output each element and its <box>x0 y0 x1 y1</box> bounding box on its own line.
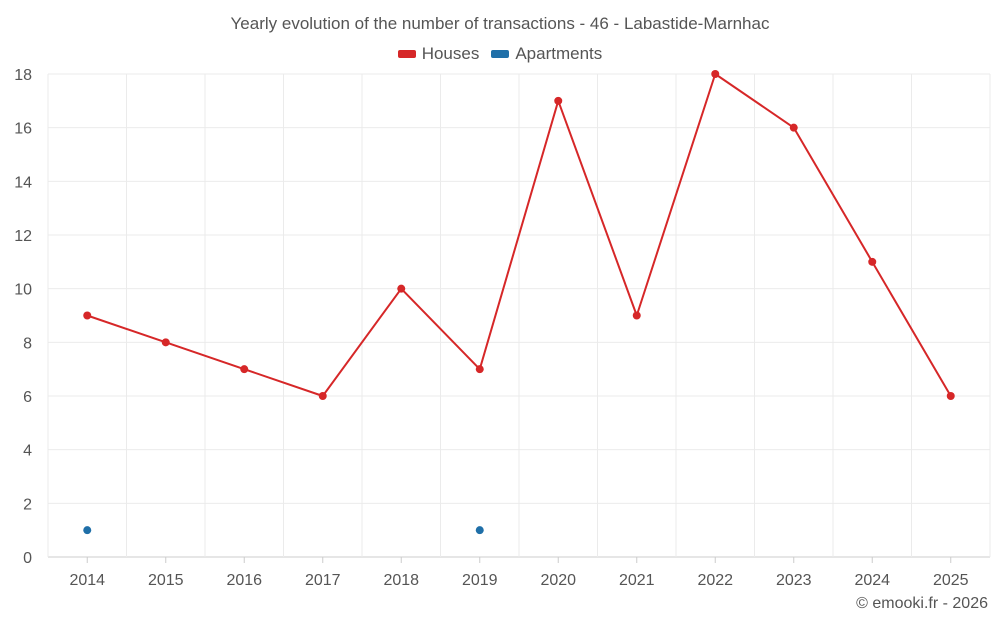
x-tick-label: 2025 <box>933 572 969 589</box>
legend-swatch-houses <box>397 50 416 58</box>
legend-label-apartments: Apartments <box>515 44 603 63</box>
data-point-houses <box>946 392 955 400</box>
x-tick-label: 2024 <box>854 572 890 589</box>
series-line-houses <box>86 73 952 397</box>
data-point-houses <box>632 311 641 320</box>
data-point-apartments <box>475 526 484 535</box>
data-point-apartments <box>83 526 92 535</box>
data-point-houses <box>161 338 170 347</box>
x-tick-label: 2015 <box>148 572 184 589</box>
x-tick-label: 2017 <box>305 572 341 589</box>
x-tick-label: 2022 <box>697 572 733 589</box>
legend-swatch-apartments <box>491 50 510 58</box>
y-tick-label: 2 <box>23 496 32 513</box>
chart-title: Yearly evolution of the number of transa… <box>230 14 770 33</box>
data-point-houses <box>554 96 563 105</box>
x-tick-label: 2021 <box>619 572 655 589</box>
y-tick-label: 10 <box>14 282 32 299</box>
y-tick-label: 8 <box>23 335 32 352</box>
data-point-houses <box>475 365 484 374</box>
legend: Houses Apartments <box>0 44 1000 64</box>
data-point-houses <box>240 365 249 374</box>
y-tick-label: 18 <box>14 67 32 84</box>
x-tick-label: 2018 <box>383 572 419 589</box>
x-tick-label: 2014 <box>69 572 105 589</box>
y-tick-label: 16 <box>14 121 32 138</box>
data-point-houses <box>83 311 92 320</box>
x-tick-label: 2019 <box>462 572 498 589</box>
y-tick-label: 0 <box>23 550 32 567</box>
data-point-houses <box>868 257 877 266</box>
y-tick-label: 12 <box>14 228 32 245</box>
y-tick-label: 4 <box>23 443 32 460</box>
x-tick-label: 2023 <box>776 572 812 589</box>
x-tick-label: 2020 <box>540 572 576 589</box>
legend-item-houses[interactable]: Houses <box>397 44 480 64</box>
x-tick-label: 2016 <box>226 572 262 589</box>
legend-label-houses: Houses <box>421 44 480 63</box>
legend-item-apartments[interactable]: Apartments <box>491 44 602 64</box>
data-point-houses <box>789 123 798 132</box>
credit-text: © emooki.fr - 2026 <box>856 595 988 612</box>
data-point-houses <box>711 70 720 78</box>
data-point-houses <box>318 392 327 400</box>
y-tick-label: 14 <box>14 174 32 191</box>
data-point-houses <box>397 284 406 293</box>
y-tick-label: 6 <box>23 389 32 406</box>
